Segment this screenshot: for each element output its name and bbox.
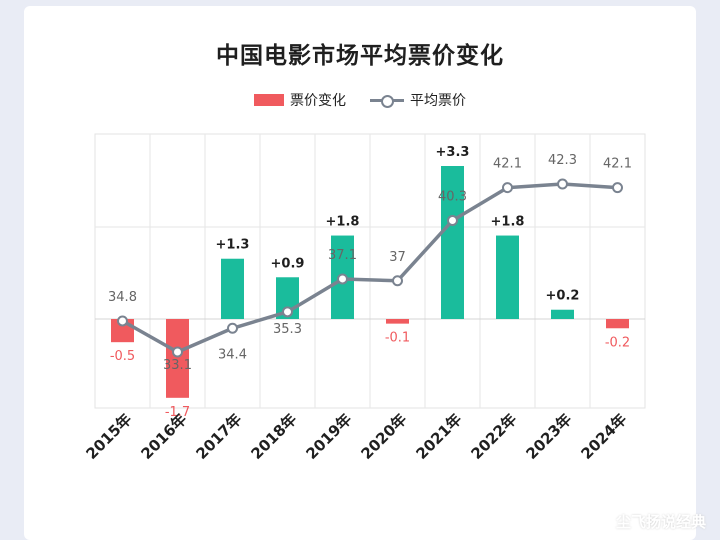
x-tick-label: 2019年 (302, 410, 355, 463)
bar-value-label: +0.9 (271, 256, 305, 271)
avg-price-point[interactable] (612, 182, 623, 194)
bar-value-label: +3.3 (436, 145, 470, 160)
bar-change[interactable] (551, 309, 574, 319)
line-value-label: 42.1 (603, 157, 632, 172)
avg-price-point[interactable] (557, 178, 568, 190)
bar-change[interactable] (496, 235, 519, 319)
bar-value-label: -0.5 (110, 349, 135, 364)
avg-price-point[interactable] (227, 322, 238, 334)
bar-change[interactable] (166, 319, 189, 398)
x-tick-label: 2015年 (82, 410, 135, 463)
line-value-label: 34.8 (108, 290, 137, 305)
bar-value-label: -0.2 (605, 335, 630, 350)
line-value-label: 34.4 (218, 347, 247, 362)
chart-card (24, 6, 696, 540)
bar-value-label: +1.3 (216, 238, 250, 253)
bar-value-label: +1.8 (491, 215, 525, 230)
x-tick-label: 2024年 (577, 410, 630, 463)
watermark-text: 尘飞扬说经典 (615, 513, 706, 531)
avg-price-point[interactable] (172, 346, 183, 358)
x-tick-label: 2022年 (467, 410, 520, 463)
legend-label-bar: 票价变化 (290, 93, 346, 109)
bar-change[interactable] (441, 166, 464, 319)
legend-swatch-bar (254, 94, 284, 106)
avg-price-point[interactable] (447, 215, 458, 227)
bar-change[interactable] (606, 319, 629, 329)
line-value-label: 35.3 (273, 322, 302, 337)
avg-price-point[interactable] (282, 306, 293, 318)
line-value-label: 40.3 (438, 190, 467, 205)
bar-change[interactable] (386, 319, 409, 324)
line-value-label: 33.1 (163, 358, 192, 373)
legend-swatch-line (370, 94, 404, 108)
line-value-label: 37.1 (328, 248, 357, 263)
bar-value-label: -1.7 (165, 405, 190, 420)
bar-value-label: +0.2 (546, 289, 580, 304)
bar-value-label: +1.8 (326, 215, 360, 230)
chart-title: 中国电影市场平均票价变化 (216, 43, 504, 69)
chart-legend: 票价变化 平均票价 (0, 90, 720, 110)
x-tick-label: 2021年 (412, 410, 465, 463)
line-value-label: 42.1 (493, 157, 522, 172)
bar-value-label: -0.1 (385, 331, 410, 346)
line-value-label: 42.3 (548, 153, 577, 168)
legend-label-line: 平均票价 (410, 93, 466, 109)
avg-price-point[interactable] (392, 275, 403, 287)
line-value-label: 37 (389, 250, 406, 265)
avg-price-point[interactable] (502, 182, 513, 194)
avg-price-point[interactable] (337, 273, 348, 285)
x-tick-label: 2020年 (357, 410, 410, 463)
x-tick-label: 2017年 (192, 410, 245, 463)
bar-change[interactable] (221, 258, 244, 319)
x-tick-label: 2023年 (522, 410, 575, 463)
x-tick-label: 2018年 (247, 410, 300, 463)
avg-price-point[interactable] (117, 315, 128, 327)
avg-price-line (121, 182, 618, 354)
legend-item-bar[interactable]: 票价变化 (254, 90, 346, 110)
legend-item-line[interactable]: 平均票价 (370, 90, 466, 110)
